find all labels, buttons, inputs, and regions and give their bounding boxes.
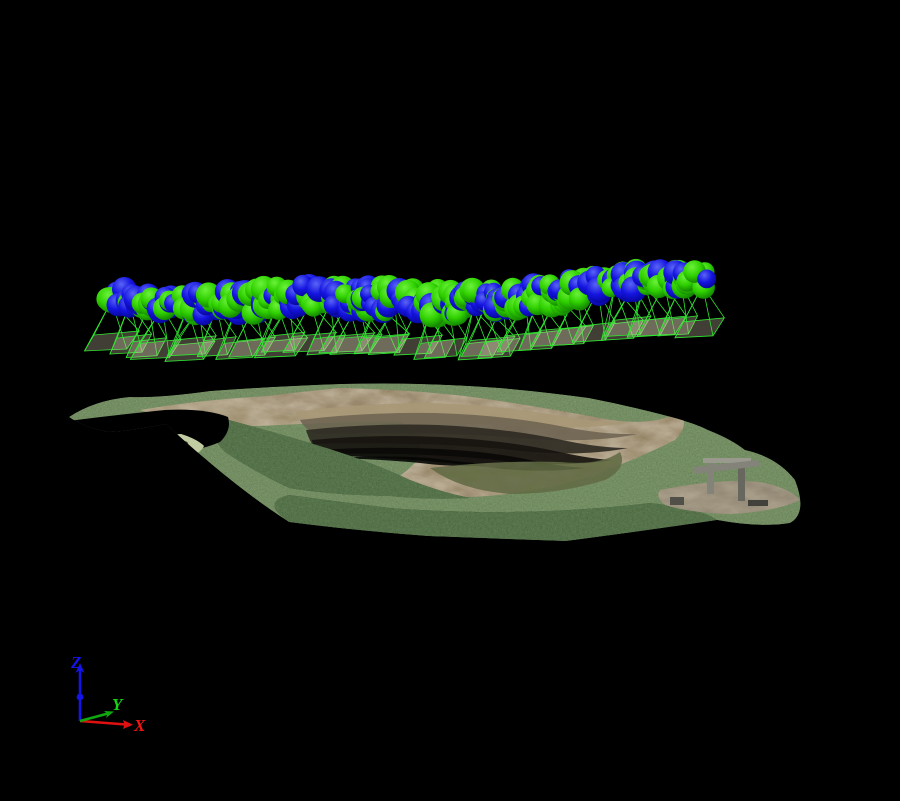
svg-text:Z: Z (70, 653, 81, 672)
svg-text:X: X (133, 716, 146, 735)
svg-text:Y: Y (112, 695, 124, 714)
